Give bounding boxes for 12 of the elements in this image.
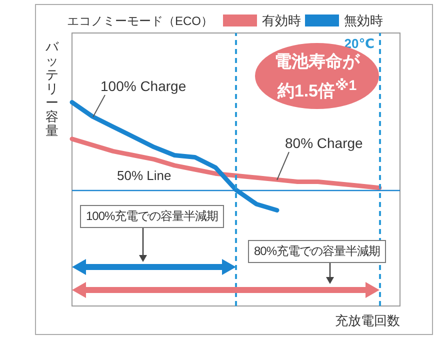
y-axis-title: バッテリー容量: [45, 39, 59, 138]
annotation: 80% Charge: [285, 134, 363, 151]
ref-line-label: 50% Line: [117, 168, 172, 183]
legend-label: 有効時: [262, 13, 301, 28]
text: 20℃: [344, 36, 374, 52]
text: 電池寿命が約1.5倍$^{※1}$: [274, 51, 361, 103]
legend-label: 無効時: [344, 13, 383, 28]
label-box: 80%充電での容量半減期: [248, 240, 386, 263]
legend-title: エコノミーモード（ECO）: [67, 14, 214, 28]
x-axis-title: 充放電回数: [335, 312, 400, 330]
label-box: 100%充電での容量半減期: [80, 205, 224, 228]
text: 100% Charge: [100, 78, 186, 94]
